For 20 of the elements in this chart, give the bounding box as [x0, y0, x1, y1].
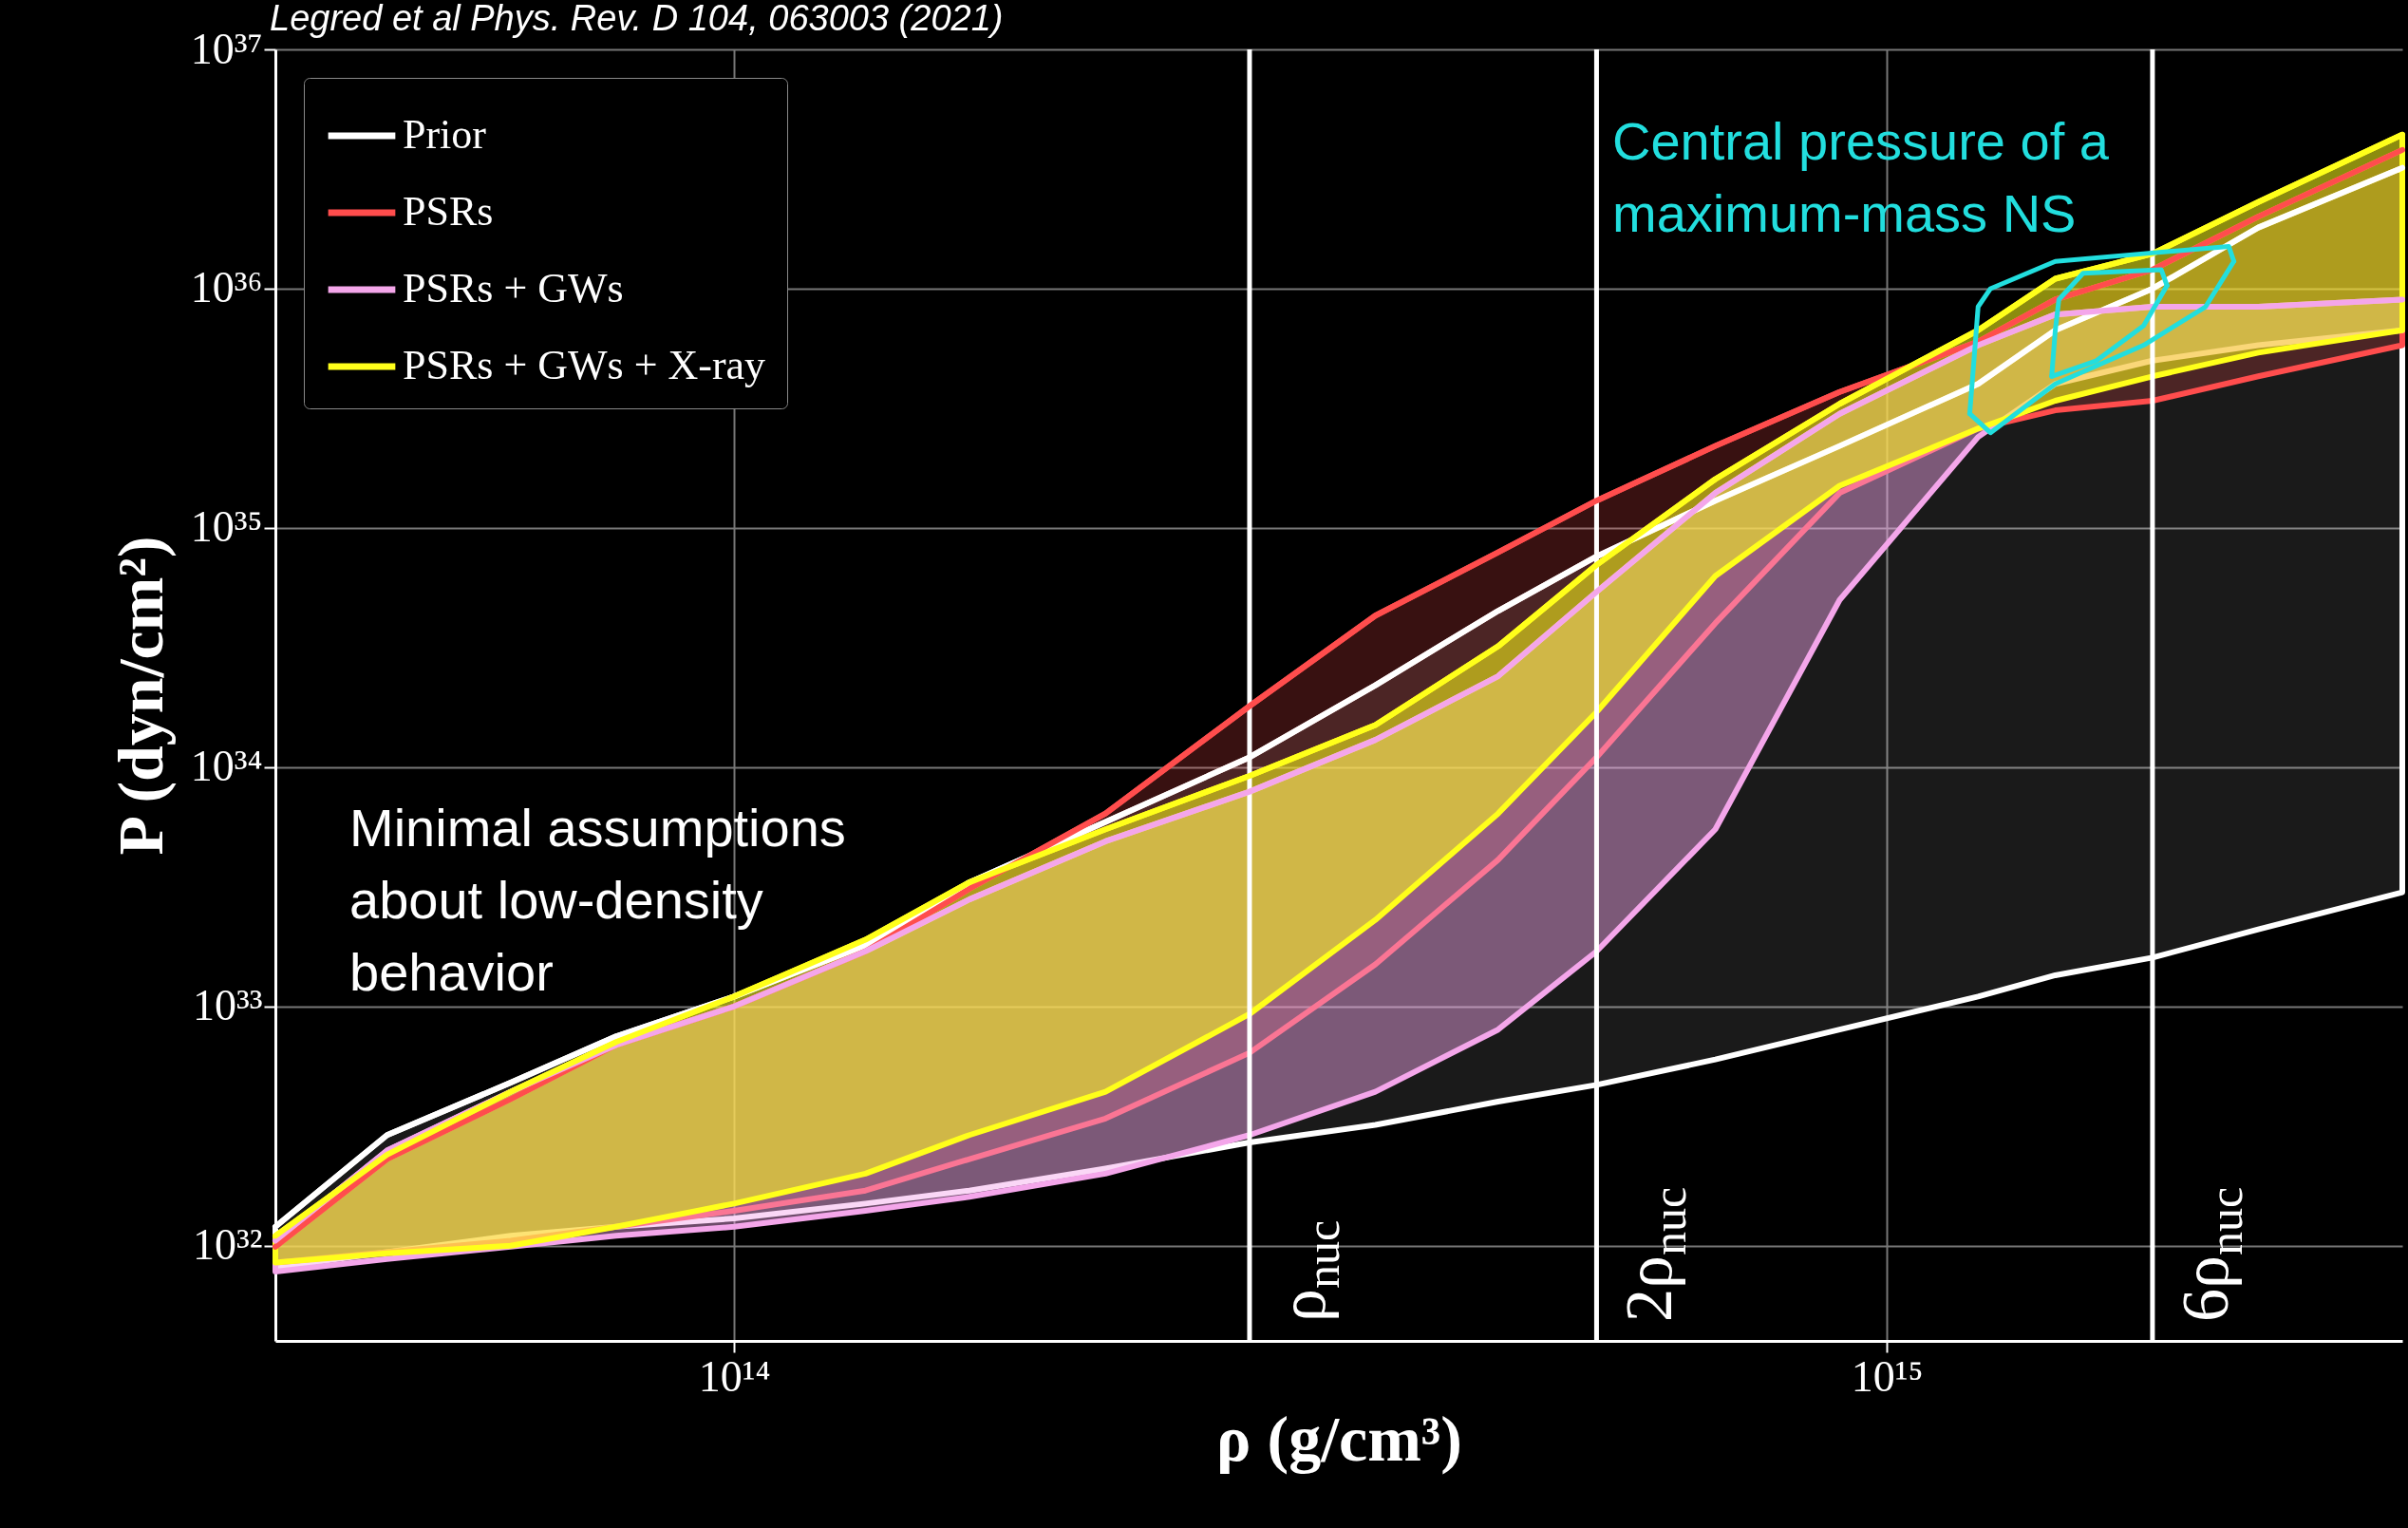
y-tick-label: 10³³ [192, 981, 263, 1030]
ref-line-label: ρnuc [1265, 1219, 1349, 1322]
ref-line-label: 6ρnuc [2168, 1186, 2252, 1322]
ref-line-label: 2ρnuc [1612, 1186, 1697, 1322]
legend-label: PSRs [403, 188, 494, 235]
y-tick-label: 10³⁴ [190, 742, 263, 791]
y-tick-label: 10³² [192, 1220, 263, 1270]
x-axis-title: ρ (g/cm³) [1216, 1402, 1462, 1475]
legend-label: PSRs + GWs [403, 265, 624, 311]
annotation: Central pressure of a maximum-mass NS [1612, 111, 2110, 243]
y-tick-label: 10³⁷ [190, 24, 263, 73]
annotation: Minimal assumptions about low-density behavior [349, 798, 846, 1002]
x-tick-label: 10¹⁵ [1851, 1351, 1924, 1401]
x-tick-label: 10¹⁴ [698, 1351, 771, 1401]
chart-title: Legred et al Phys. Rev. D 104, 063003 (2021) [270, 0, 1004, 38]
y-axis-title: P (dyn/cm²) [103, 536, 177, 856]
y-tick-label: 10³⁵ [190, 502, 263, 552]
legend-label: Prior [403, 111, 487, 158]
legend-label: PSRs + GWs + X-ray [403, 342, 766, 388]
y-tick-label: 10³⁶ [190, 263, 263, 312]
